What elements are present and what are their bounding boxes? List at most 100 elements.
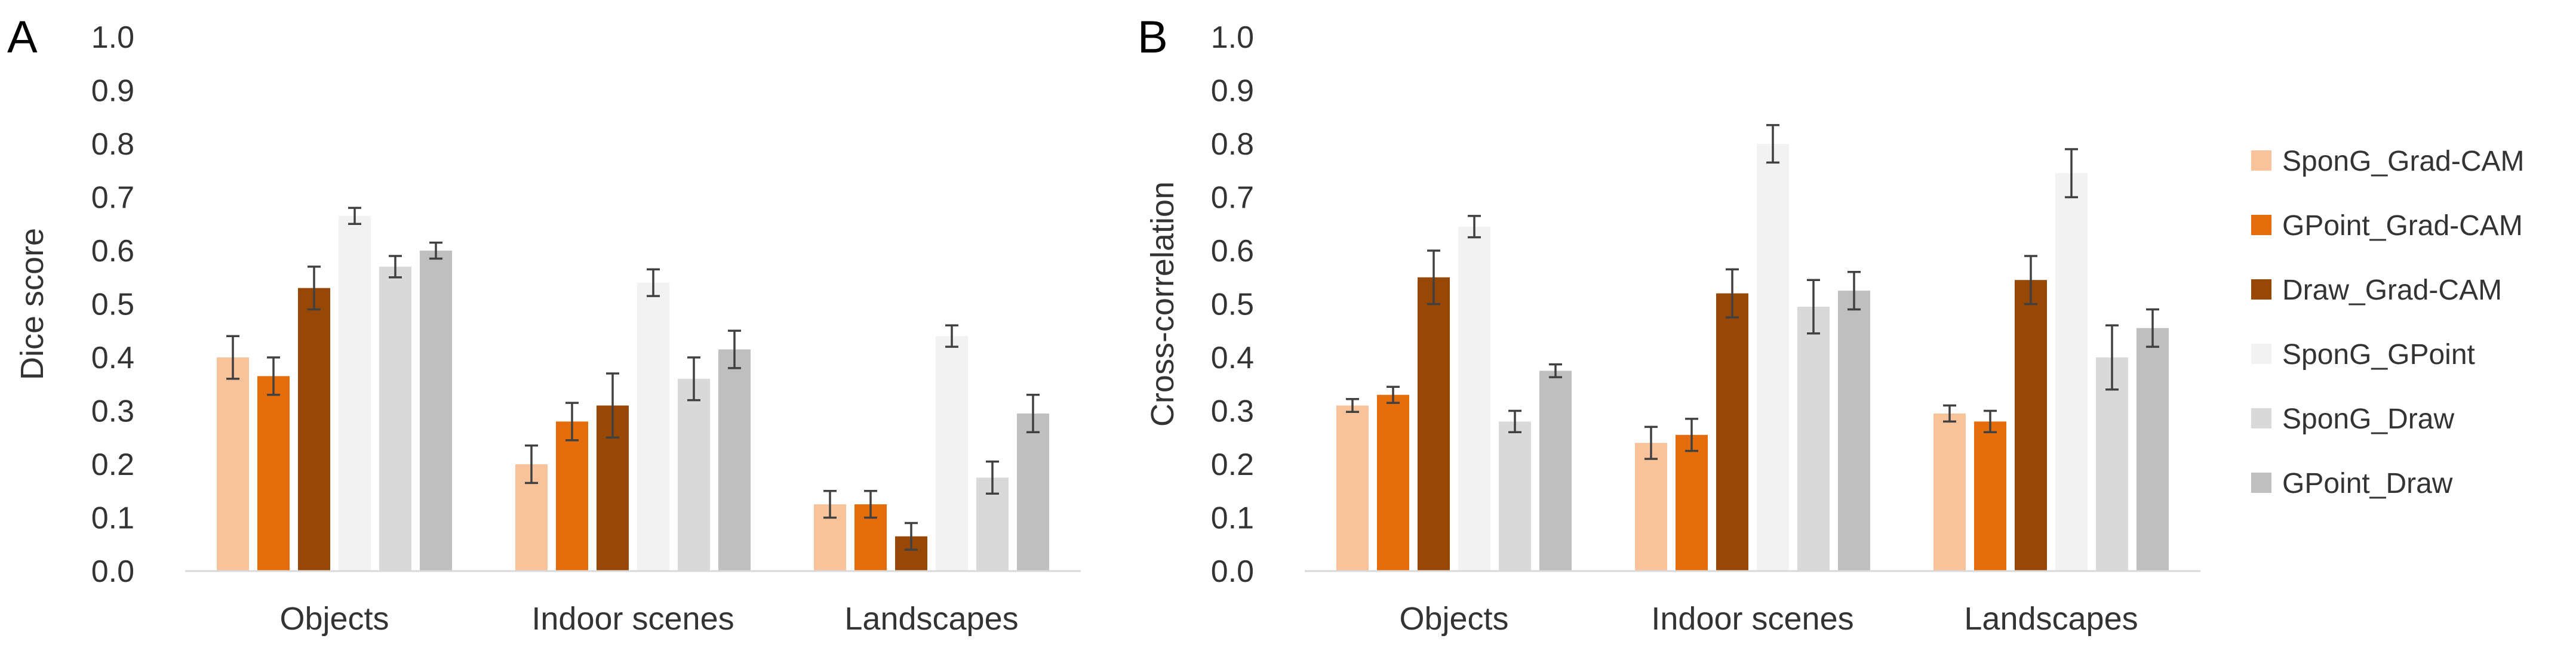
panel-b-error-bar-indoor-scenes-gpoint-draw [1848, 271, 1861, 311]
legend-item-gpoint-grad-cam: GPoint_Grad-CAM [2251, 210, 2523, 242]
panel-a-y-axis-title: Dice score [14, 228, 50, 380]
panel-b-x-tick-indoor-scenes: Indoor scenes [1651, 601, 1853, 637]
legend-swatch-gpoint-draw [2251, 473, 2271, 493]
panel-b-error-bar-landscapes-draw-grad-cam [2024, 255, 2037, 306]
panel-a-bar-indoor-scenes-gpoint-grad-cam [556, 421, 588, 571]
panel-b-x-tick-landscapes: Landscapes [1964, 601, 2138, 637]
panel-a-bar-indoor-scenes-spong-gpoint [637, 282, 669, 571]
legend: SponG_Grad-CAM GPoint_Grad-CAM Draw_Grad-C… [2251, 146, 2525, 499]
panel-b-y-tick-0-2: 0.2 [1211, 448, 1254, 482]
panel-a-x-tick-landscapes: Landscapes [844, 601, 1018, 637]
legend-item-draw-grad-cam: Draw_Grad-CAM [2251, 274, 2502, 306]
panel-a-error-bar-indoor-scenes-spong-grad-cam [525, 444, 538, 485]
panel-b-y-tick-0-7: 0.7 [1211, 181, 1254, 215]
panel-a-error-bar-objects-spong-grad-cam [226, 335, 239, 380]
panel-b-y-axis-title: Cross-correlation [1145, 181, 1181, 427]
panel-b-y-tick-0-6: 0.6 [1211, 234, 1254, 269]
panel-b-error-bar-objects-draw-grad-cam [1427, 249, 1440, 306]
panel-a-y-tick-0-0: 0.0 [91, 554, 134, 589]
panel-b-bar-objects-draw-grad-cam [1418, 277, 1450, 571]
panel-a-error-bar-objects-gpoint-draw [429, 241, 442, 260]
panel-b-bar-indoor-scenes-spong-grad-cam [1635, 443, 1667, 571]
panel-b-error-bar-indoor-scenes-draw-grad-cam [1726, 268, 1739, 319]
panel-b-label: B [1138, 12, 1168, 63]
legend-label-spong-grad-cam: SponG_Grad-CAM [2282, 146, 2525, 177]
legend-swatch-spong-gpoint [2251, 344, 2271, 364]
panel-b-bar-objects-gpoint-grad-cam [1377, 394, 1409, 571]
panel-b-y-tick-0-9: 0.9 [1211, 74, 1254, 109]
panel-a-error-bar-indoor-scenes-draw-grad-cam [606, 372, 619, 439]
legend-label-spong-draw: SponG_Draw [2282, 403, 2454, 435]
panel-a-x-tick-indoor-scenes: Indoor scenes [531, 601, 734, 637]
panel-a-y-tick-0-2: 0.2 [91, 448, 134, 482]
panel-a-error-bar-indoor-scenes-gpoint-grad-cam [565, 402, 579, 442]
panel-a-bar-objects-gpoint-grad-cam [257, 376, 290, 571]
panel-a-error-bar-indoor-scenes-spong-draw [687, 356, 700, 402]
panel-b-error-bar-objects-spong-draw [1508, 409, 1521, 434]
panel-b-y-tick-0-0: 0.0 [1211, 554, 1254, 589]
panel-b-y-tick-0-4: 0.4 [1211, 341, 1254, 375]
panel-a-bar-objects-spong-gpoint [339, 215, 371, 571]
panel-a-y-tick-1-0: 1.0 [91, 20, 134, 55]
panel-a-error-bar-landscapes-gpoint-draw [1026, 393, 1040, 434]
panel-a-error-bar-objects-gpoint-grad-cam [267, 356, 280, 396]
panel-b-bar-indoor-scenes-gpoint-draw [1838, 291, 1870, 571]
panel-a-y-tick-0-4: 0.4 [91, 341, 134, 375]
panel-a-y-tick-0-6: 0.6 [91, 234, 134, 269]
panel-a-error-bar-indoor-scenes-gpoint-draw [728, 329, 741, 369]
panel-a-y-tick-0-5: 0.5 [91, 288, 134, 322]
panel-a-error-bar-landscapes-spong-grad-cam [823, 490, 837, 519]
panel-a-error-bar-landscapes-spong-draw [986, 460, 999, 495]
panel-b-error-bar-objects-gpoint-draw [1549, 363, 1562, 378]
panel-b-y-tick-0-1: 0.1 [1211, 501, 1254, 536]
panel-b-error-bar-indoor-scenes-spong-grad-cam [1644, 425, 1658, 460]
legend-label-gpoint-draw: GPoint_Draw [2282, 468, 2453, 499]
panel-b-bar-landscapes-draw-grad-cam [2015, 280, 2047, 571]
panel-b-cross-correlation-chart: B 0.0 0.1 0.2 0.3 0.4 0.5 0.6 0.7 0.8 0.9 1.0 Cross-… [1138, 12, 2200, 637]
panel-b-bar-landscapes-gpoint-grad-cam [1974, 421, 2006, 571]
legend-swatch-gpoint-grad-cam [2251, 215, 2271, 235]
panel-b-bar-objects-gpoint-draw [1539, 371, 1572, 571]
panel-a-y-tick-0-1: 0.1 [91, 501, 134, 536]
panel-b-bar-objects-spong-gpoint [1458, 226, 1490, 572]
panel-a-y-tick-0-3: 0.3 [91, 394, 134, 429]
panel-b-y-tick-1-0: 1.0 [1211, 20, 1254, 55]
panel-b-error-bar-landscapes-gpoint-draw [2146, 308, 2159, 348]
panel-a-error-bar-landscapes-gpoint-grad-cam [864, 490, 877, 519]
panel-b-error-bar-objects-gpoint-grad-cam [1387, 385, 1400, 404]
legend-swatch-spong-draw [2251, 408, 2271, 428]
panel-b-error-bar-landscapes-spong-grad-cam [1943, 404, 1956, 423]
panel-b-x-tick-objects: Objects [1399, 601, 1508, 637]
panel-a-error-bar-objects-draw-grad-cam [308, 266, 321, 311]
panel-b-bar-landscapes-spong-grad-cam [1933, 413, 1966, 571]
panel-b-bar-landscapes-spong-gpoint [2055, 173, 2088, 572]
panel-b-error-bar-landscapes-spong-draw [2105, 324, 2119, 391]
panel-a-x-tick-objects: Objects [279, 601, 389, 637]
panel-a-bar-landscapes-spong-gpoint [936, 336, 968, 571]
panel-a-bar-objects-spong-draw [379, 266, 411, 571]
panel-b-bar-landscapes-gpoint-draw [2137, 328, 2169, 571]
legend-item-spong-draw: SponG_Draw [2251, 403, 2454, 435]
panel-b-y-tick-0-5: 0.5 [1211, 288, 1254, 322]
panel-b-error-bar-indoor-scenes-gpoint-grad-cam [1685, 418, 1698, 452]
panel-a-error-bar-landscapes-spong-gpoint [945, 324, 958, 348]
panel-b-error-bar-indoor-scenes-spong-draw [1807, 279, 1820, 335]
panel-a-y-tick-0-7: 0.7 [91, 181, 134, 215]
panel-b-bar-objects-spong-grad-cam [1336, 405, 1369, 571]
panel-a-error-bar-objects-spong-draw [389, 255, 402, 279]
panel-b-bar-objects-spong-draw [1499, 421, 1531, 571]
panel-b-error-bar-indoor-scenes-spong-gpoint [1766, 124, 1779, 164]
legend-label-gpoint-grad-cam: GPoint_Grad-CAM [2282, 210, 2523, 242]
panel-a-error-bar-landscapes-draw-grad-cam [905, 522, 918, 551]
panel-a-bar-indoor-scenes-spong-draw [678, 378, 710, 571]
panel-b-error-bar-landscapes-spong-gpoint [2065, 148, 2078, 199]
panel-b-bar-indoor-scenes-gpoint-grad-cam [1676, 434, 1708, 571]
panel-a-error-bar-objects-spong-gpoint [348, 206, 361, 225]
panel-b-bar-indoor-scenes-spong-draw [1797, 306, 1830, 571]
panel-b-bar-indoor-scenes-draw-grad-cam [1716, 293, 1748, 571]
panel-a-bar-landscapes-gpoint-draw [1017, 413, 1049, 571]
legend-label-spong-gpoint: SponG_GPoint [2282, 339, 2475, 371]
panel-b-error-bar-objects-spong-gpoint [1468, 215, 1481, 239]
panel-a-bar-objects-gpoint-draw [420, 251, 452, 571]
